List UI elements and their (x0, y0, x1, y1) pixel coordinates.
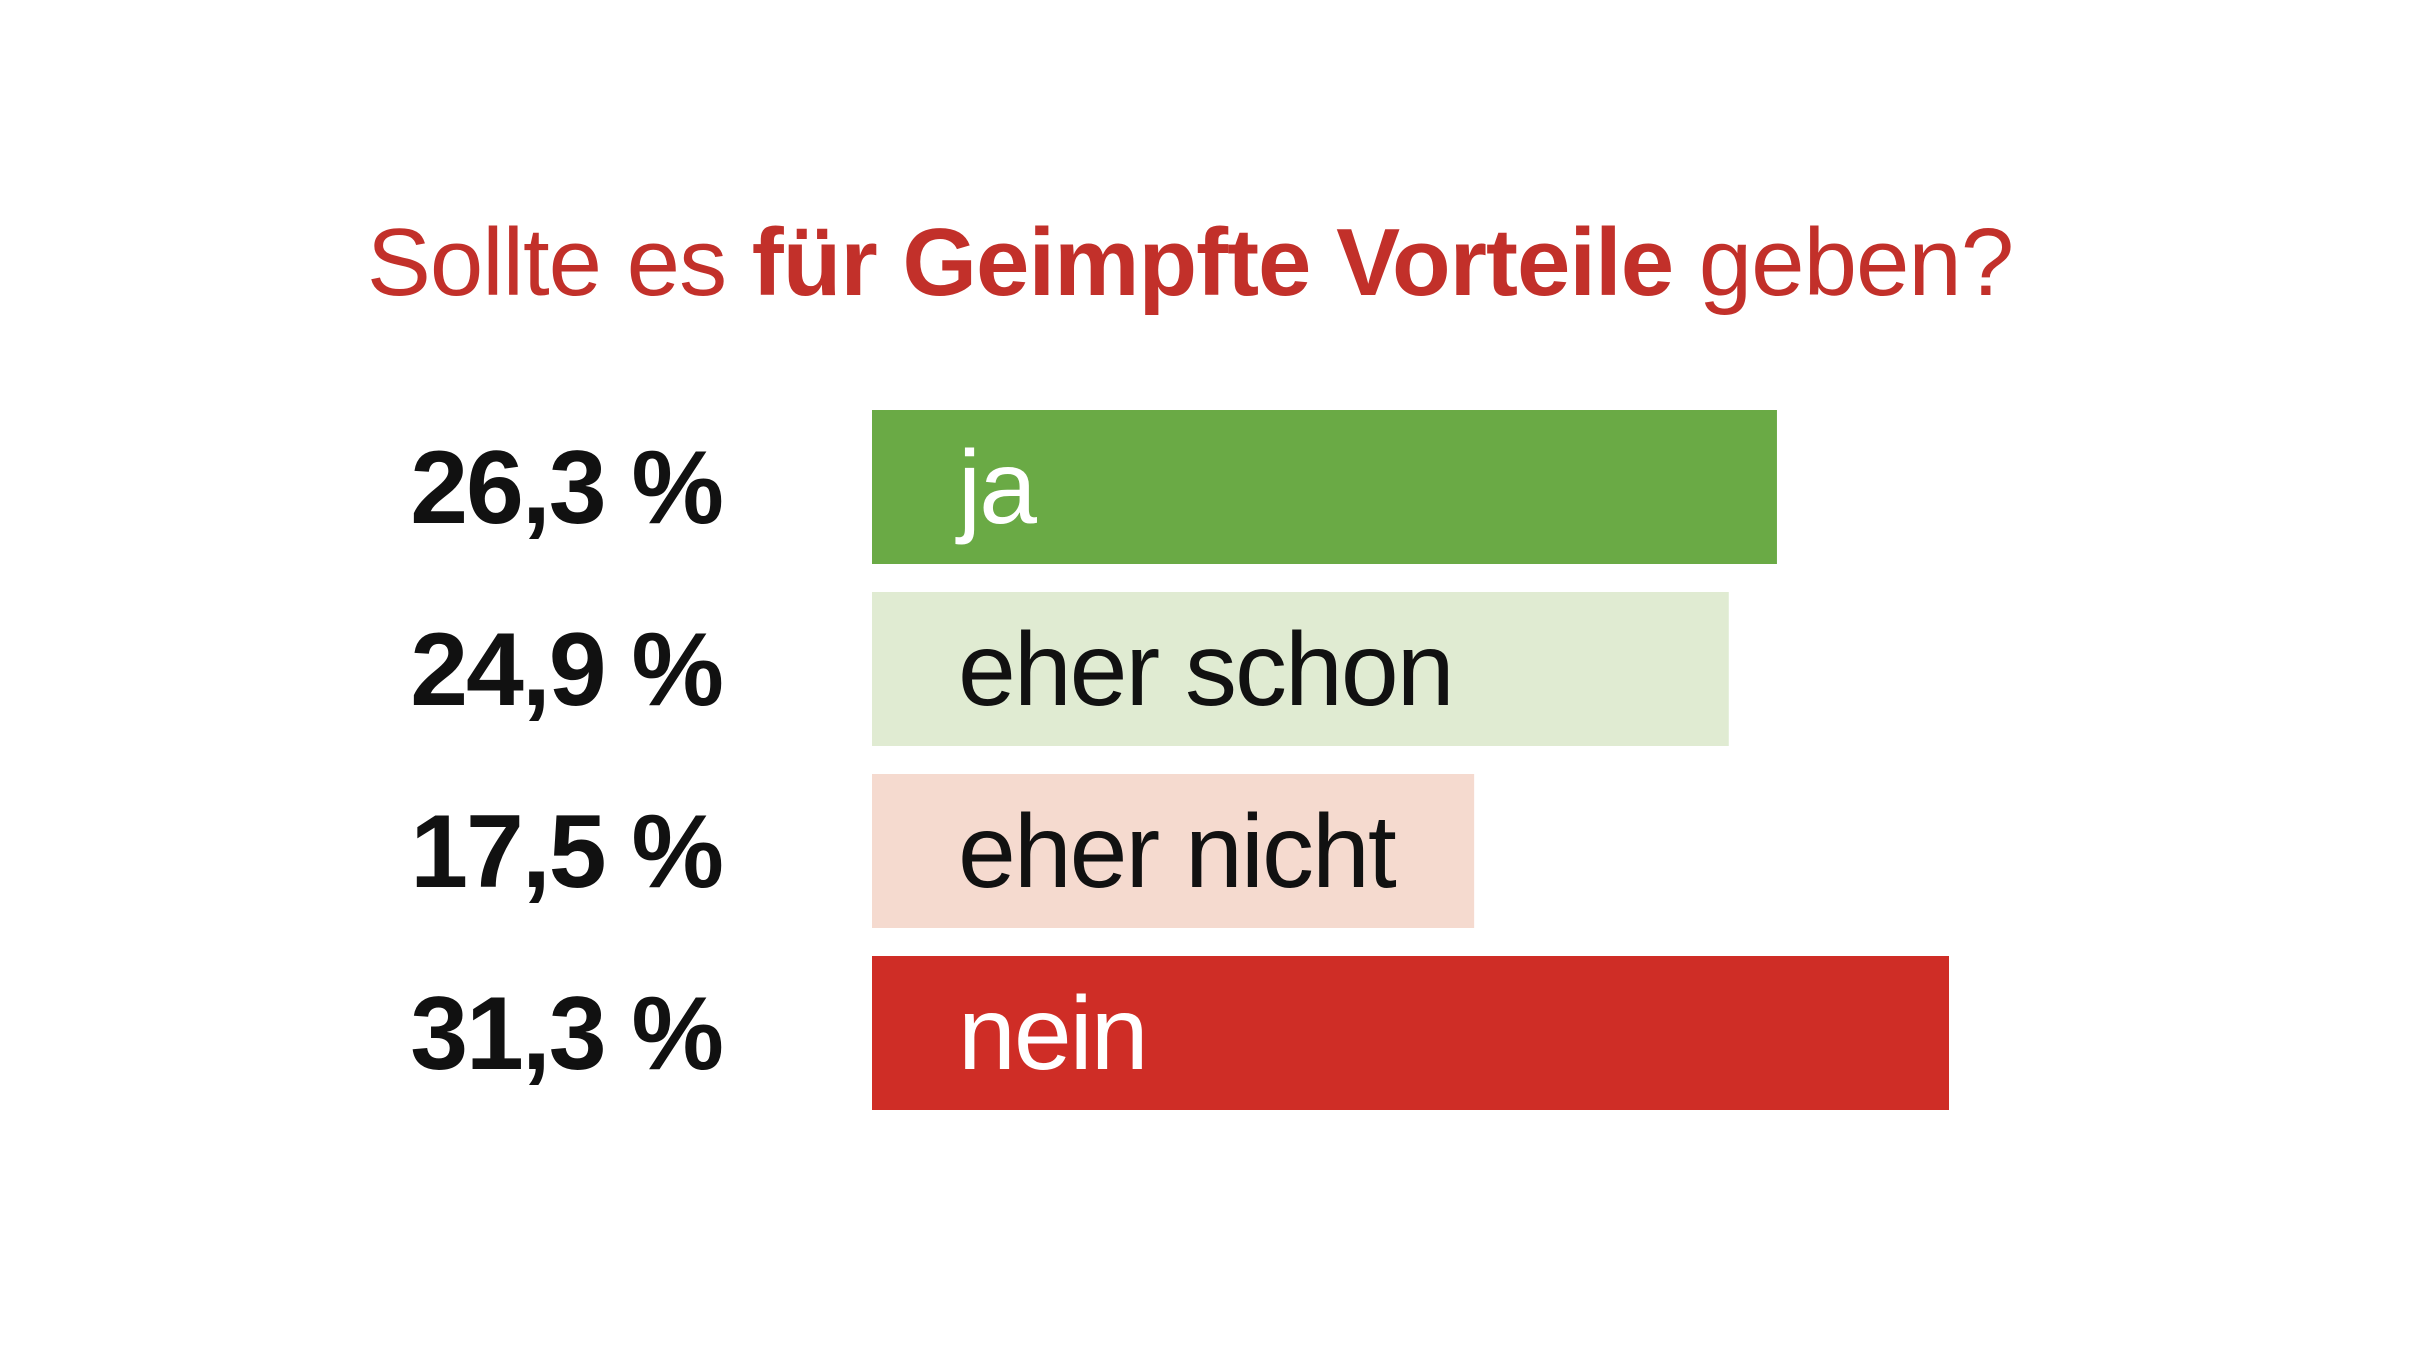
value-label: 26,3 % (410, 430, 722, 546)
category-label: eher schon (958, 612, 1453, 728)
category-label: nein (958, 976, 1147, 1092)
bar-nein (872, 956, 1949, 1110)
value-label: 24,9 % (410, 612, 722, 728)
category-label: eher nicht (958, 794, 1397, 910)
bar-ja (872, 410, 1777, 564)
chart-title: Sollte es für Geimpfte Vorteile geben? (367, 209, 2013, 316)
bar-eher-schon (872, 592, 1729, 746)
chart-title-part1: Sollte es (367, 209, 752, 316)
value-label: 31,3 % (410, 976, 722, 1092)
chart-title-part3: geben? (1673, 209, 2013, 316)
bar-eher-nicht (872, 774, 1475, 928)
bars-group: 26,3 % ja 24,9 % eher schon 17,5 % eher nicht… (410, 410, 1949, 1110)
value-label: 17,5 % (410, 794, 722, 910)
chart-title-bold: für Geimpfte Vorteile (752, 209, 1673, 316)
category-label: ja (955, 430, 1037, 546)
